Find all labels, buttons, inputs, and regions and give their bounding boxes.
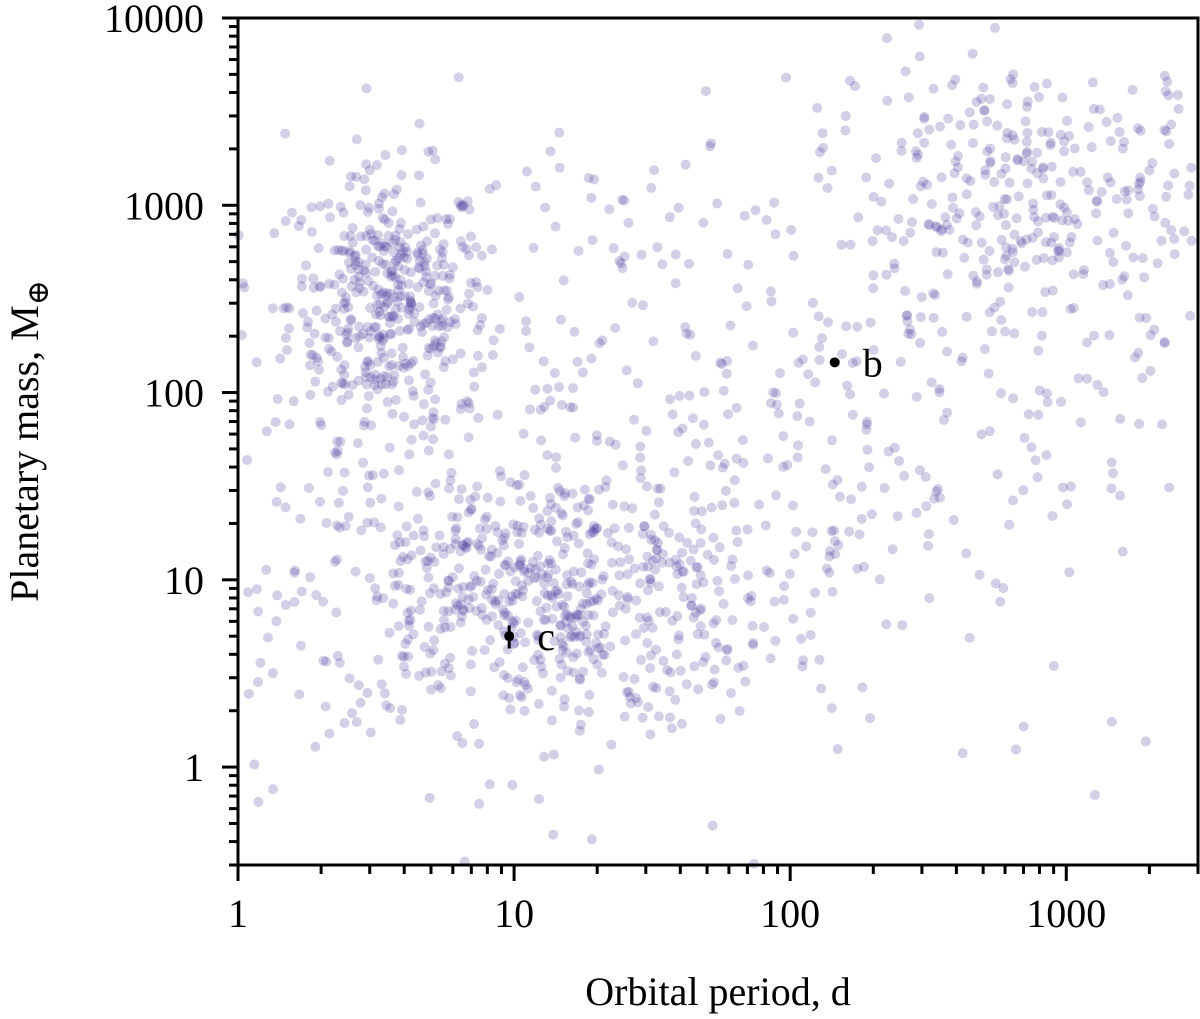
- y-axis-title: Planetary mass, M⊕: [2, 280, 55, 602]
- y-tick-label: 10: [164, 558, 204, 603]
- highlighted-planets: bc: [504, 340, 883, 659]
- y-tick-label: 1: [184, 745, 204, 790]
- planet-label-b: b: [863, 340, 883, 385]
- x-axis-ticks: 1 10 100 1000: [228, 865, 1200, 936]
- x-tick-label: 1: [228, 891, 248, 936]
- x-tick-label: 1000: [1026, 891, 1106, 936]
- y-tick-label: 10000: [104, 0, 204, 41]
- y-axis-ticks: 1 10 100 1000 10000: [104, 0, 238, 867]
- y-tick-label: 100: [144, 371, 204, 416]
- plot-frame: [236, 16, 1200, 867]
- x-axis-title: Orbital period, d: [585, 969, 851, 1014]
- y-tick-label: 1000: [124, 183, 204, 228]
- planet-label-c: c: [537, 614, 555, 659]
- x-tick-label: 100: [760, 891, 820, 936]
- population-points: [233, 19, 1197, 869]
- x-tick-label: 10: [494, 891, 534, 936]
